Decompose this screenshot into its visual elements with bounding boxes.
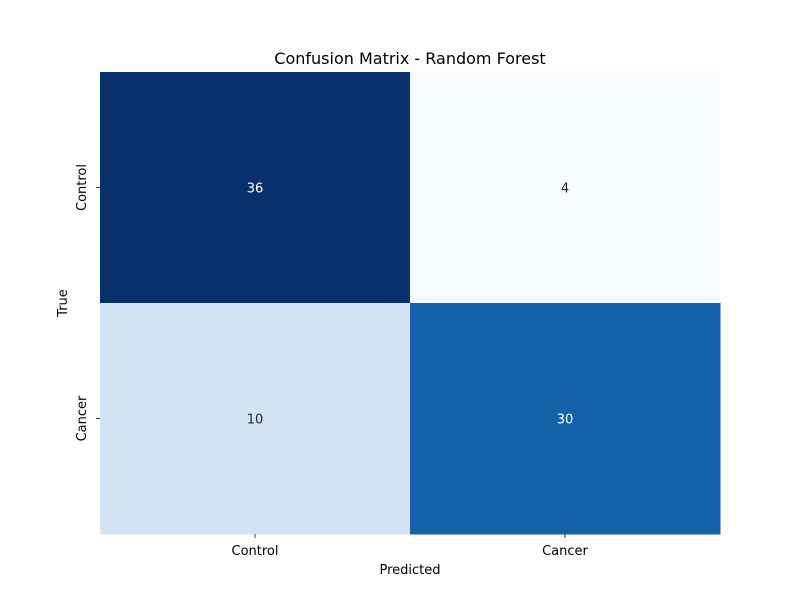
chart-title: Confusion Matrix - Random Forest: [274, 49, 545, 68]
heatmap-cell-1-0: [100, 303, 411, 535]
x-axis: Control Cancer: [232, 534, 589, 559]
x-tick-label-1: Cancer: [542, 544, 588, 559]
heatmap-cell-0-0: [100, 72, 411, 304]
heatmap-cells: [100, 72, 721, 535]
cell-value-label-0-1: 4: [561, 182, 569, 197]
heatmap-cell-1-1: [410, 303, 721, 535]
x-axis-label: Predicted: [379, 563, 440, 578]
heatmap-cell-labels: 36 4 10 30: [247, 182, 574, 428]
y-axis: Control Cancer: [75, 164, 100, 441]
cell-value-label-1-1: 30: [557, 413, 574, 428]
heatmap-cell-0-1: [410, 72, 721, 304]
y-tick-label-1: Cancer: [75, 395, 90, 441]
x-tick-label-0: Control: [232, 544, 279, 559]
cell-value-label-0-0: 36: [247, 182, 264, 197]
y-axis-label: True: [56, 289, 71, 318]
y-tick-label-0: Control: [75, 164, 90, 211]
cell-value-label-1-0: 10: [247, 413, 264, 428]
